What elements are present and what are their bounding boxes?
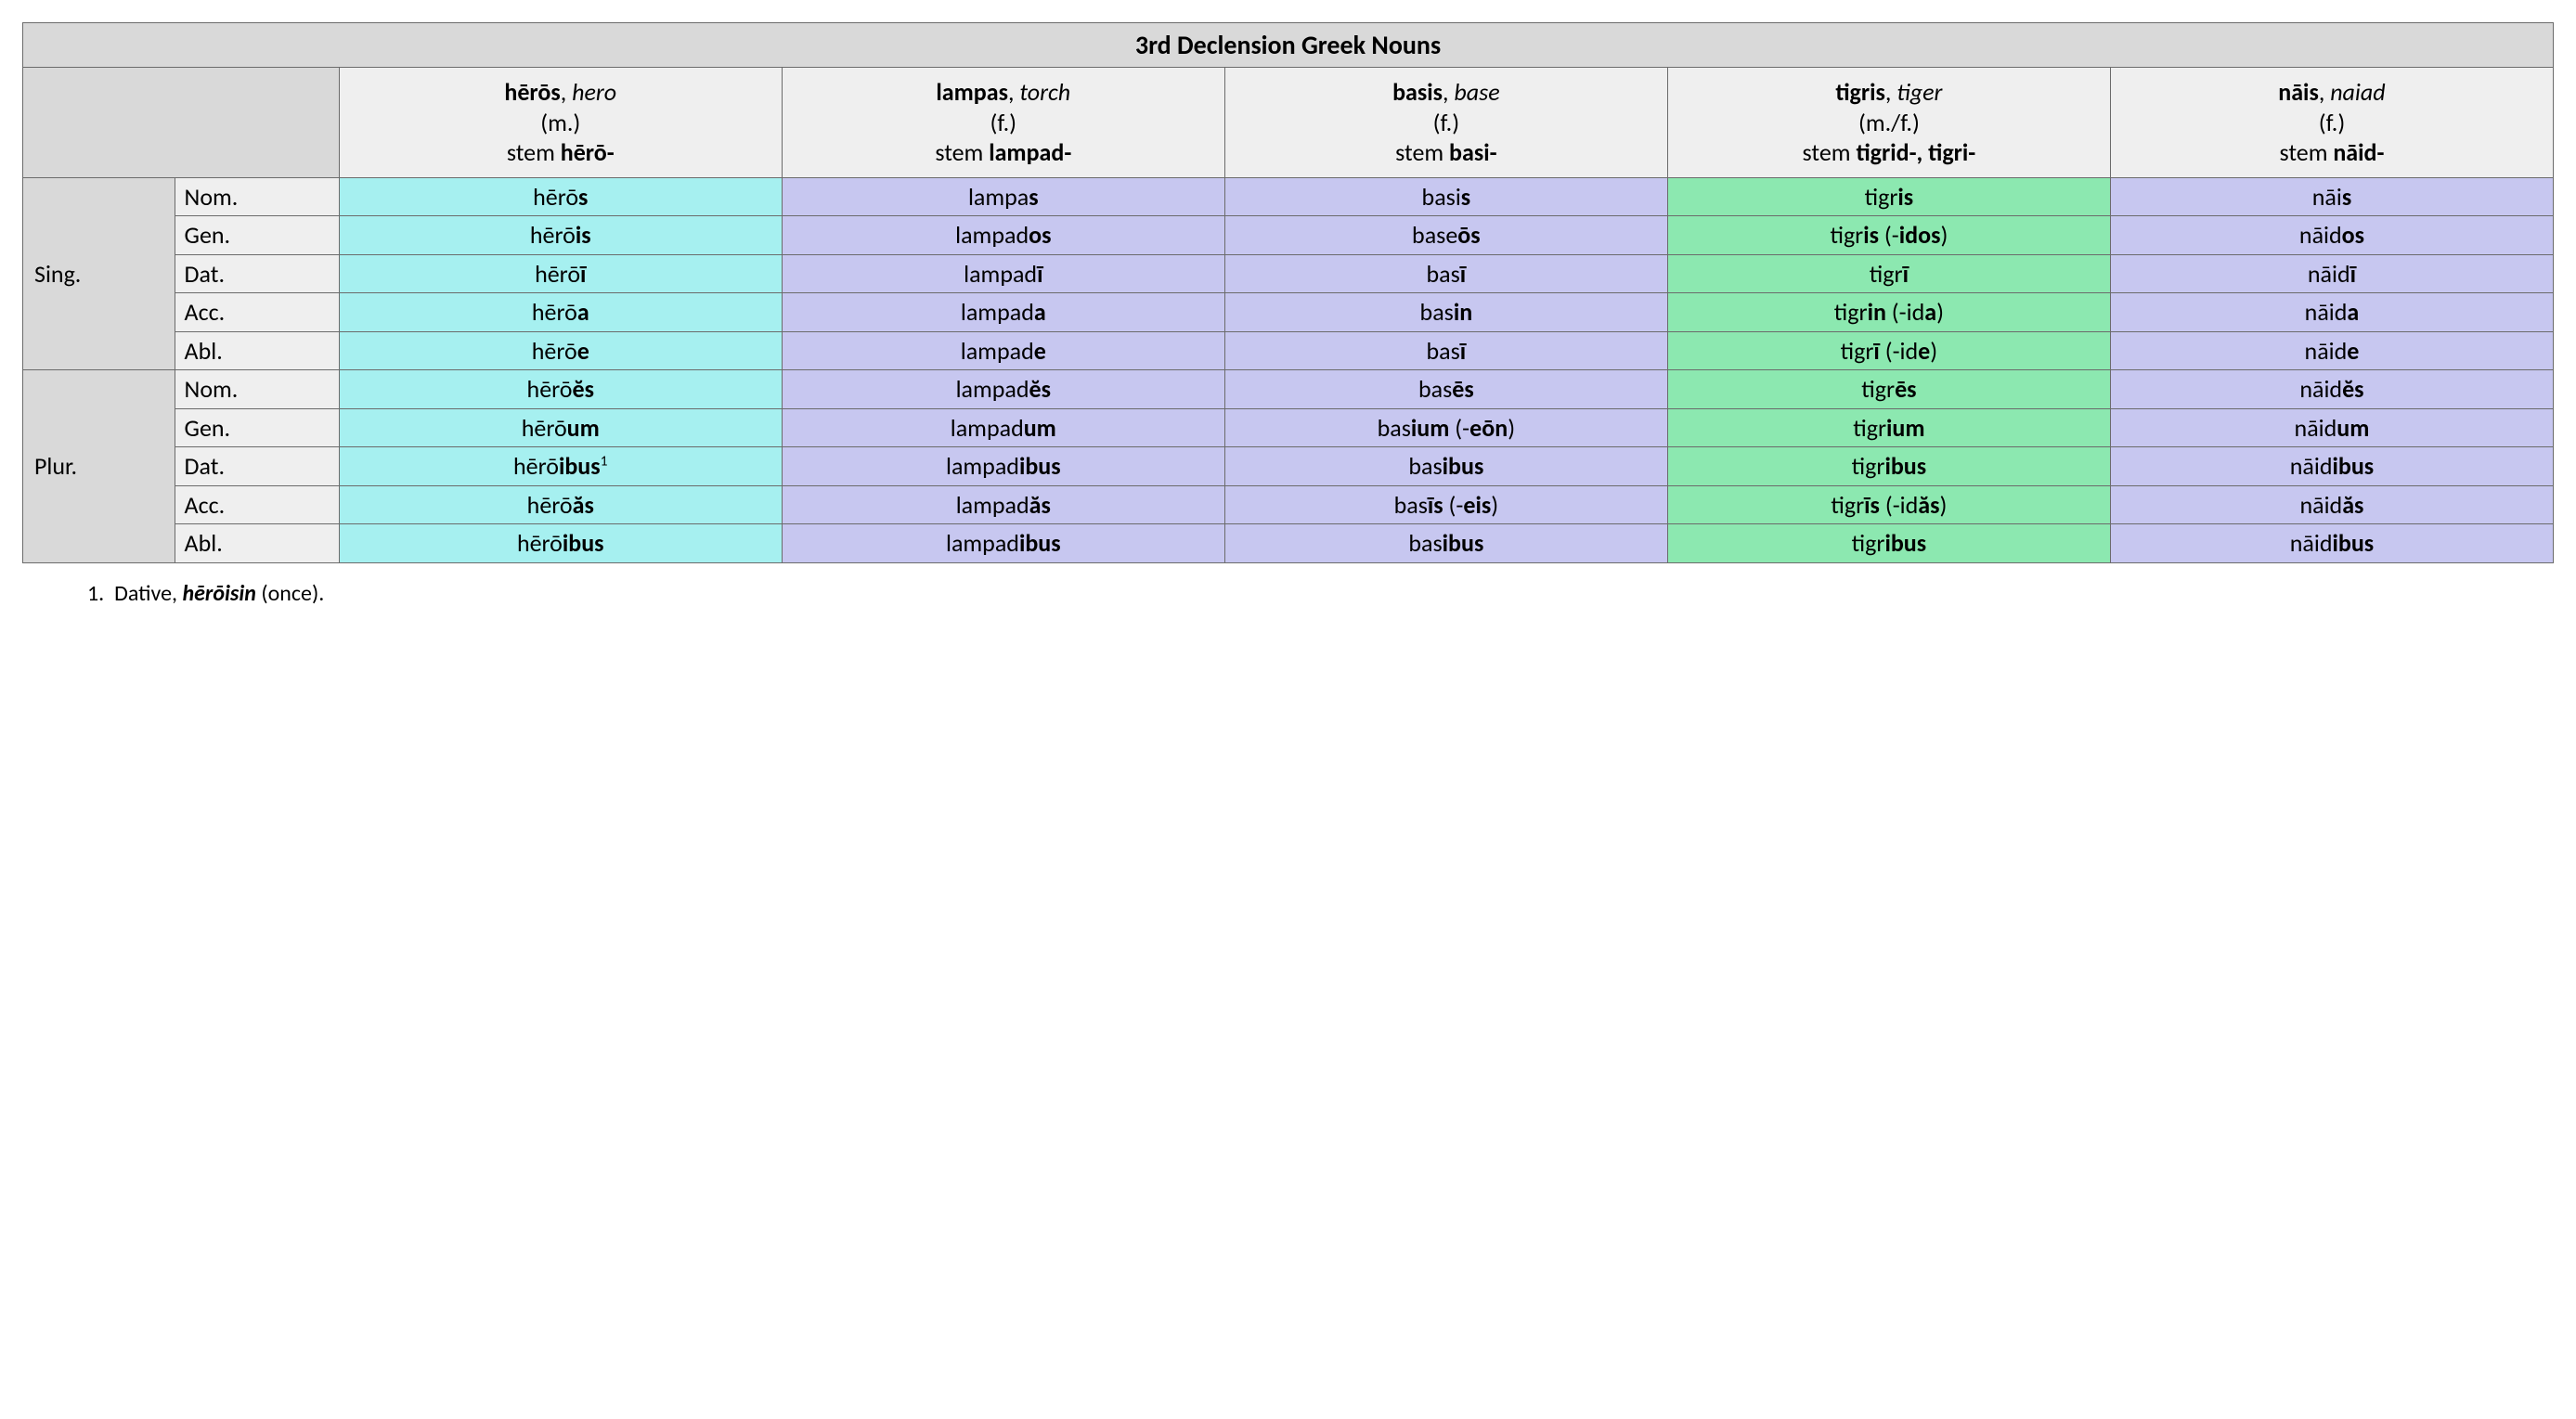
case-plur-abl: Abl. xyxy=(175,524,339,563)
cell: lampadĕs xyxy=(782,370,1224,409)
title-row: 3rd Declension Greek Nouns xyxy=(23,23,2554,68)
group-plur: Plur. xyxy=(23,370,175,563)
header-blank xyxy=(23,68,340,178)
cell: hērōis xyxy=(339,216,782,255)
cell: tigribus xyxy=(1667,524,2110,563)
cell: lampada xyxy=(782,293,1224,332)
case-plur-gen: Gen. xyxy=(175,408,339,447)
case-sing-acc: Acc. xyxy=(175,293,339,332)
col-head-tigris: tigris, tiger (m./f.) stem tigrid-, tigr… xyxy=(1667,68,2110,178)
cell: lampadibus xyxy=(782,524,1224,563)
declension-table: 3rd Declension Greek Nouns hērōs, hero (… xyxy=(22,22,2554,563)
cell: hērōī xyxy=(339,254,782,293)
cell: hērōa xyxy=(339,293,782,332)
row-plur-acc: Acc. hērōăs lampadăs basīs (-eis) tigrīs… xyxy=(23,485,2554,524)
cell: tigris xyxy=(1667,177,2110,216)
cell: basī xyxy=(1224,254,1667,293)
cell: lampadum xyxy=(782,408,1224,447)
cell: tigrium xyxy=(1667,408,2110,447)
case-plur-acc: Acc. xyxy=(175,485,339,524)
cell: tigris (-idos) xyxy=(1667,216,2110,255)
cell: basium (-eōn) xyxy=(1224,408,1667,447)
footnote-1: 1. Dative, hērōisin (once). xyxy=(87,580,2554,607)
cell: nāide xyxy=(2110,331,2553,370)
col-head-lampas: lampas, torch (f.) stem lampad- xyxy=(782,68,1224,178)
column-headers-row: hērōs, hero (m.) stem hērō- lampas, torc… xyxy=(23,68,2554,178)
cell: nāis xyxy=(2110,177,2553,216)
cell: nāidĕs xyxy=(2110,370,2553,409)
cell: tigrin (-ida) xyxy=(1667,293,2110,332)
cell: basīs (-eis) xyxy=(1224,485,1667,524)
row-plur-gen: Gen. hērōum lampadum basium (-eōn) tigri… xyxy=(23,408,2554,447)
row-sing-gen: Gen. hērōis lampados baseōs tigris (-ido… xyxy=(23,216,2554,255)
case-sing-abl: Abl. xyxy=(175,331,339,370)
table-title: 3rd Declension Greek Nouns xyxy=(23,23,2554,68)
col-head-nais: nāis, naiad (f.) stem nāid- xyxy=(2110,68,2553,178)
cell: hērōĕs xyxy=(339,370,782,409)
row-sing-nom: Sing. Nom. hērōs lampas basis tigris nāi… xyxy=(23,177,2554,216)
row-sing-abl: Abl. hērōe lampade basī tigrī (-ide) nāi… xyxy=(23,331,2554,370)
case-sing-gen: Gen. xyxy=(175,216,339,255)
cell: hērōum xyxy=(339,408,782,447)
cell: tigrī xyxy=(1667,254,2110,293)
cell: hērōibus xyxy=(339,524,782,563)
row-sing-dat: Dat. hērōī lampadī basī tigrī nāidī xyxy=(23,254,2554,293)
cell: hērōe xyxy=(339,331,782,370)
cell: tigribus xyxy=(1667,447,2110,486)
cell: lampadī xyxy=(782,254,1224,293)
cell: tigrēs xyxy=(1667,370,2110,409)
cell: nāidos xyxy=(2110,216,2553,255)
cell: basin xyxy=(1224,293,1667,332)
cell: lampade xyxy=(782,331,1224,370)
cell: basēs xyxy=(1224,370,1667,409)
row-plur-dat: Dat. hērōibus1 lampadibus basibus tigrib… xyxy=(23,447,2554,486)
case-sing-dat: Dat. xyxy=(175,254,339,293)
cell: hērōăs xyxy=(339,485,782,524)
group-sing: Sing. xyxy=(23,177,175,370)
cell: hērōs xyxy=(339,177,782,216)
cell: nāidibus xyxy=(2110,447,2553,486)
col-head-basis: basis, base (f.) stem basi- xyxy=(1224,68,1667,178)
cell: lampadăs xyxy=(782,485,1224,524)
case-plur-nom: Nom. xyxy=(175,370,339,409)
cell: basis xyxy=(1224,177,1667,216)
cell: lampadibus xyxy=(782,447,1224,486)
col-head-heros: hērōs, hero (m.) stem hērō- xyxy=(339,68,782,178)
cell: nāida xyxy=(2110,293,2553,332)
cell: basibus xyxy=(1224,447,1667,486)
row-plur-abl: Abl. hērōibus lampadibus basibus tigribu… xyxy=(23,524,2554,563)
cell: nāidī xyxy=(2110,254,2553,293)
row-sing-acc: Acc. hērōa lampada basin tigrin (-ida) n… xyxy=(23,293,2554,332)
cell: nāidum xyxy=(2110,408,2553,447)
row-plur-nom: Plur. Nom. hērōĕs lampadĕs basēs tigrēs … xyxy=(23,370,2554,409)
cell: baseōs xyxy=(1224,216,1667,255)
cell: hērōibus1 xyxy=(339,447,782,486)
cell: nāidibus xyxy=(2110,524,2553,563)
cell: basī xyxy=(1224,331,1667,370)
cell: tigrīs (-idăs) xyxy=(1667,485,2110,524)
cell: lampados xyxy=(782,216,1224,255)
cell: nāidăs xyxy=(2110,485,2553,524)
cell: basibus xyxy=(1224,524,1667,563)
cell: lampas xyxy=(782,177,1224,216)
cell: tigrī (-ide) xyxy=(1667,331,2110,370)
case-sing-nom: Nom. xyxy=(175,177,339,216)
case-plur-dat: Dat. xyxy=(175,447,339,486)
